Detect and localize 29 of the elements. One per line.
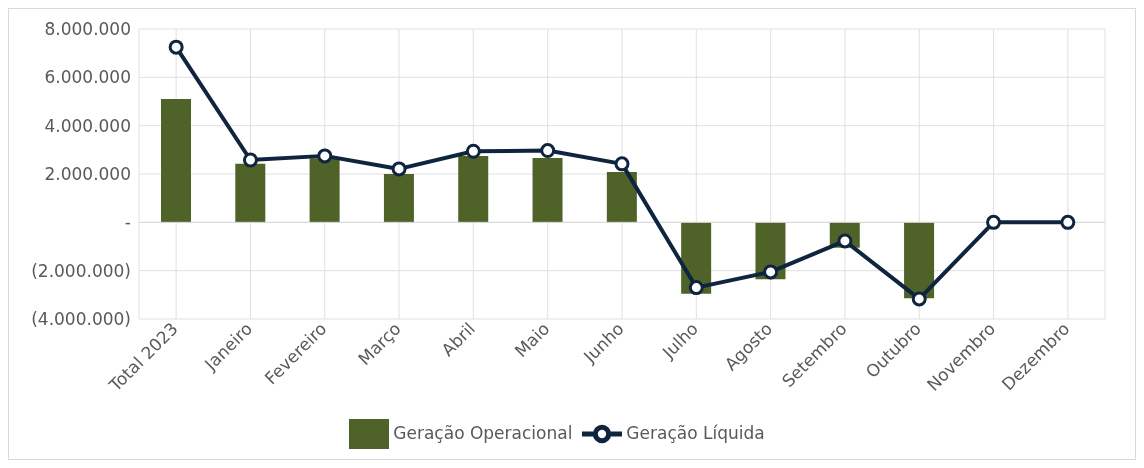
bar <box>161 99 191 223</box>
point <box>986 214 1002 230</box>
point <box>540 143 556 159</box>
point <box>168 39 184 55</box>
y-tick-label: 2.000.000 <box>44 164 131 185</box>
y-tick-label: (4.000.000) <box>31 309 131 330</box>
bar <box>309 158 340 223</box>
point <box>1060 214 1076 230</box>
y-tick-label: 6.000.000 <box>44 67 131 88</box>
point <box>614 156 630 172</box>
legend-label: Geração Líquida <box>626 423 765 443</box>
point <box>317 148 333 164</box>
bar <box>606 172 637 223</box>
bar <box>458 155 489 223</box>
point <box>391 161 407 177</box>
y-tick-label: (2.000.000) <box>31 260 131 281</box>
bar <box>532 158 563 223</box>
bar <box>383 174 414 223</box>
legend-label: Geração Operacional <box>393 423 573 443</box>
point <box>465 143 481 159</box>
bar <box>904 222 935 299</box>
point <box>242 152 258 168</box>
y-tick-label: 8.000.000 <box>44 19 131 40</box>
y-tick-label: - <box>124 212 131 233</box>
point <box>763 264 779 280</box>
y-tick-label: 4.000.000 <box>44 115 131 136</box>
bar <box>235 163 266 223</box>
point <box>911 291 927 307</box>
point <box>688 280 704 296</box>
